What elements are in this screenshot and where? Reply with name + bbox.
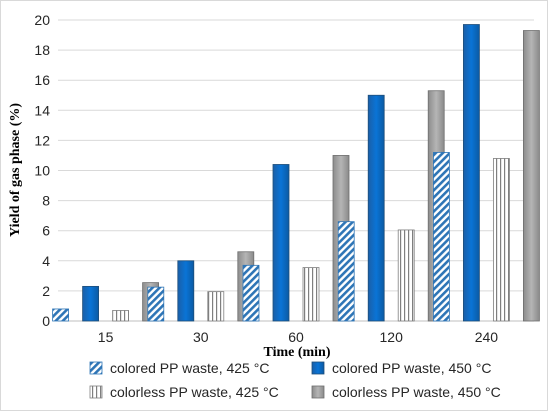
x-tick-label: 120	[380, 329, 404, 345]
bar-30-series-2	[177, 260, 195, 322]
y-tick-label: 20	[34, 12, 50, 28]
y-tick-label: 2	[42, 283, 50, 299]
y-tick-label: 0	[42, 313, 50, 329]
bar-120-series-1	[337, 221, 355, 322]
legend-label: colorless PP waste, 450 °C	[332, 384, 501, 400]
bar-30-series-3	[207, 291, 225, 322]
x-axis-title: Time (min)	[263, 345, 330, 360]
y-tick-label: 18	[34, 42, 50, 58]
bars	[52, 24, 540, 322]
bar-120-series-2	[367, 94, 385, 322]
legend-label: colorless PP waste, 425 °C	[110, 384, 279, 400]
bar-60-series-1	[242, 264, 260, 322]
bar-120-series-3	[397, 229, 415, 322]
bar-30-series-1	[147, 286, 165, 322]
x-tick-label: 15	[98, 329, 114, 345]
x-axis-ticks: 15 30 60 120 240	[98, 329, 498, 345]
bar-240-series-1	[432, 152, 450, 322]
x-tick-label: 30	[193, 329, 209, 345]
y-tick-label: 10	[34, 163, 50, 179]
bar-60-series-3	[302, 267, 320, 322]
bar-15-series-2	[82, 285, 99, 322]
y-axis-ticks: 0 2 4 6 8 10 12 14 16 18 20	[34, 12, 50, 329]
bar-15-series-3	[112, 310, 129, 322]
legend-swatch	[89, 361, 103, 375]
bar-240-series-3	[492, 158, 510, 322]
legend: colored PP waste, 425 °C colored PP waste…	[89, 360, 501, 400]
y-axis-title: Yield of gas phase (%)	[8, 103, 23, 237]
legend-swatch	[311, 385, 325, 399]
bar-15-series-1	[52, 308, 69, 322]
y-tick-label: 16	[34, 72, 50, 88]
legend-label: colored PP waste, 450 °C	[332, 360, 491, 376]
y-tick-label: 14	[34, 102, 50, 118]
y-tick-label: 4	[42, 253, 50, 269]
bar-60-series-2	[272, 164, 290, 322]
legend-swatch	[89, 385, 103, 399]
bar-240-series-2	[462, 24, 480, 322]
y-tick-label: 12	[34, 132, 50, 148]
x-tick-label: 60	[288, 329, 304, 345]
y-tick-label: 6	[42, 223, 50, 239]
bar-240-series-4	[523, 30, 540, 322]
legend-swatch	[311, 361, 325, 375]
gridlines	[58, 19, 534, 322]
x-tick-label: 240	[475, 329, 499, 345]
legend-label: colored PP waste, 425 °C	[110, 360, 269, 376]
y-tick-label: 8	[42, 193, 50, 209]
